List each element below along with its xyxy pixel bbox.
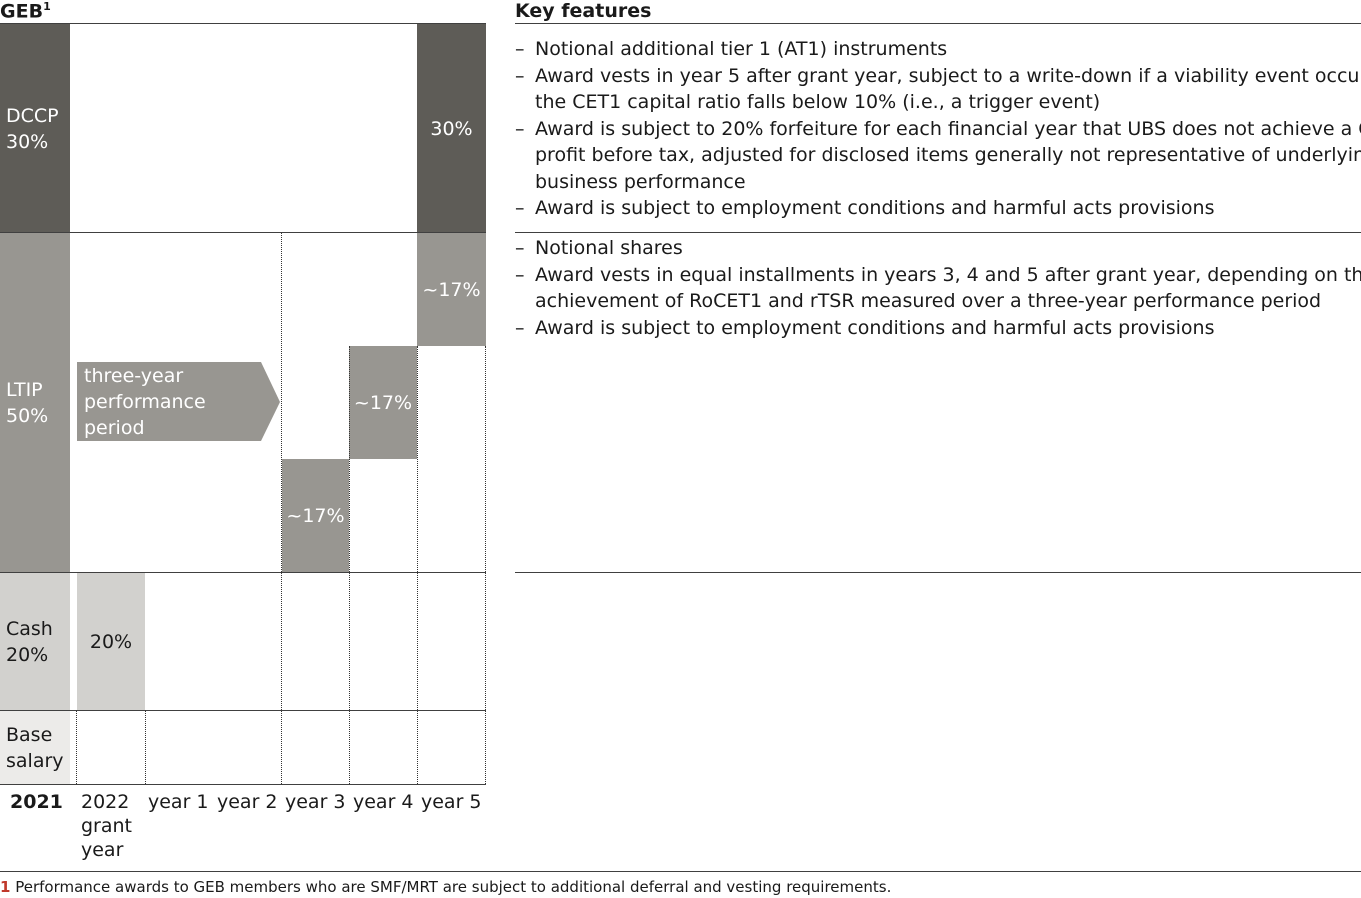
- ltip-cash-divider: [0, 572, 486, 573]
- year-divider-5: [417, 346, 418, 784]
- ltip-feature-2: Award vests in equal installments in yea…: [515, 262, 1361, 289]
- year-divider-2: [145, 711, 146, 784]
- year-label-3: year 3: [285, 791, 346, 813]
- ltip-label: LTIP 50%: [6, 379, 49, 427]
- year-divider-4: [349, 346, 350, 784]
- dccp-feature-3: Award is subject to 20% forfeiture for e…: [515, 116, 1361, 143]
- footnote-text: Performance awards to GEB members who ar…: [15, 878, 892, 896]
- cash-label: Cash 20%: [6, 618, 53, 666]
- ltip-year3-block: [282, 459, 349, 572]
- key-features-title: Key features: [515, 0, 652, 22]
- ltip-year4-value: ~17%: [353, 392, 413, 414]
- year-label-grant: 2022 grant year: [81, 791, 133, 861]
- performance-period-arrow: [77, 362, 280, 441]
- geb-title: GEB1: [0, 0, 51, 23]
- dccp-label: DCCP 30%: [6, 105, 59, 153]
- year-divider-6: [485, 346, 486, 784]
- geb-title-superscript: 1: [43, 0, 51, 13]
- dccp-ltip-divider: [0, 232, 486, 233]
- ltip-features-list: Notional shares Award vests in equal ins…: [515, 235, 1361, 341]
- dccp-feature-3-cont-1: profit before tax, adjusted for disclose…: [535, 144, 1361, 166]
- year-divider-3: [281, 233, 282, 784]
- ltip-year3-value: ~17%: [286, 505, 345, 527]
- ltip-feature-2-cont: achievement of RoCET1 and rTSR measured …: [535, 290, 1322, 312]
- dccp-feature-4: Award is subject to employment condition…: [515, 195, 1361, 222]
- dccp-feature-2: Award vests in year 5 after grant year, …: [515, 63, 1361, 90]
- cash-grant-block: [77, 573, 145, 710]
- ltip-year4-block: [349, 346, 417, 459]
- year-label-2: year 2: [217, 791, 278, 813]
- dccp-feature-3-cont-2: business performance: [535, 170, 746, 193]
- year-label-4: year 4: [353, 791, 414, 813]
- dccp-year5-value: 30%: [430, 118, 473, 140]
- dccp-feature-2-cont: the CET1 capital ratio falls below 10% (…: [535, 91, 1101, 113]
- diagram-bottom-rule: [0, 784, 486, 785]
- footnote-number: 1: [0, 878, 11, 896]
- year-divider-1: [76, 711, 77, 784]
- diagram-top-rule: [0, 23, 486, 24]
- ltip-feature-3: Award is subject to employment condition…: [515, 315, 1361, 342]
- cash-grant-value: 20%: [89, 631, 133, 653]
- dccp-feature-1: Notional additional tier 1 (AT1) instrum…: [515, 36, 1361, 63]
- base-label-box: [0, 711, 70, 784]
- ltip-year5-block: [417, 233, 486, 346]
- ltip-feature-1: Notional shares: [515, 235, 1361, 262]
- footnote-rule: [0, 871, 1361, 872]
- dccp-year5-block: [417, 24, 486, 232]
- key-features-top-rule: [515, 23, 1361, 24]
- cash-base-divider: [0, 710, 486, 711]
- dccp-label-box: [0, 24, 70, 232]
- footnote: 1 Performance awards to GEB members who …: [0, 878, 891, 896]
- cash-label-box: [0, 573, 70, 710]
- year-label-5: year 5: [421, 791, 482, 813]
- ltip-year5-value: ~17%: [422, 279, 481, 301]
- key-features-bottom-rule: [515, 572, 1361, 573]
- performance-period-label: three-year performance period: [84, 365, 206, 439]
- base-salary-label: Base salary: [6, 724, 64, 772]
- key-features-mid-rule: [515, 232, 1361, 233]
- year-label-1: year 1: [148, 791, 209, 813]
- ltip-label-box: [0, 233, 70, 572]
- year-label-2021: 2021: [10, 791, 63, 813]
- dccp-features-list: Notional additional tier 1 (AT1) instrum…: [515, 36, 1361, 222]
